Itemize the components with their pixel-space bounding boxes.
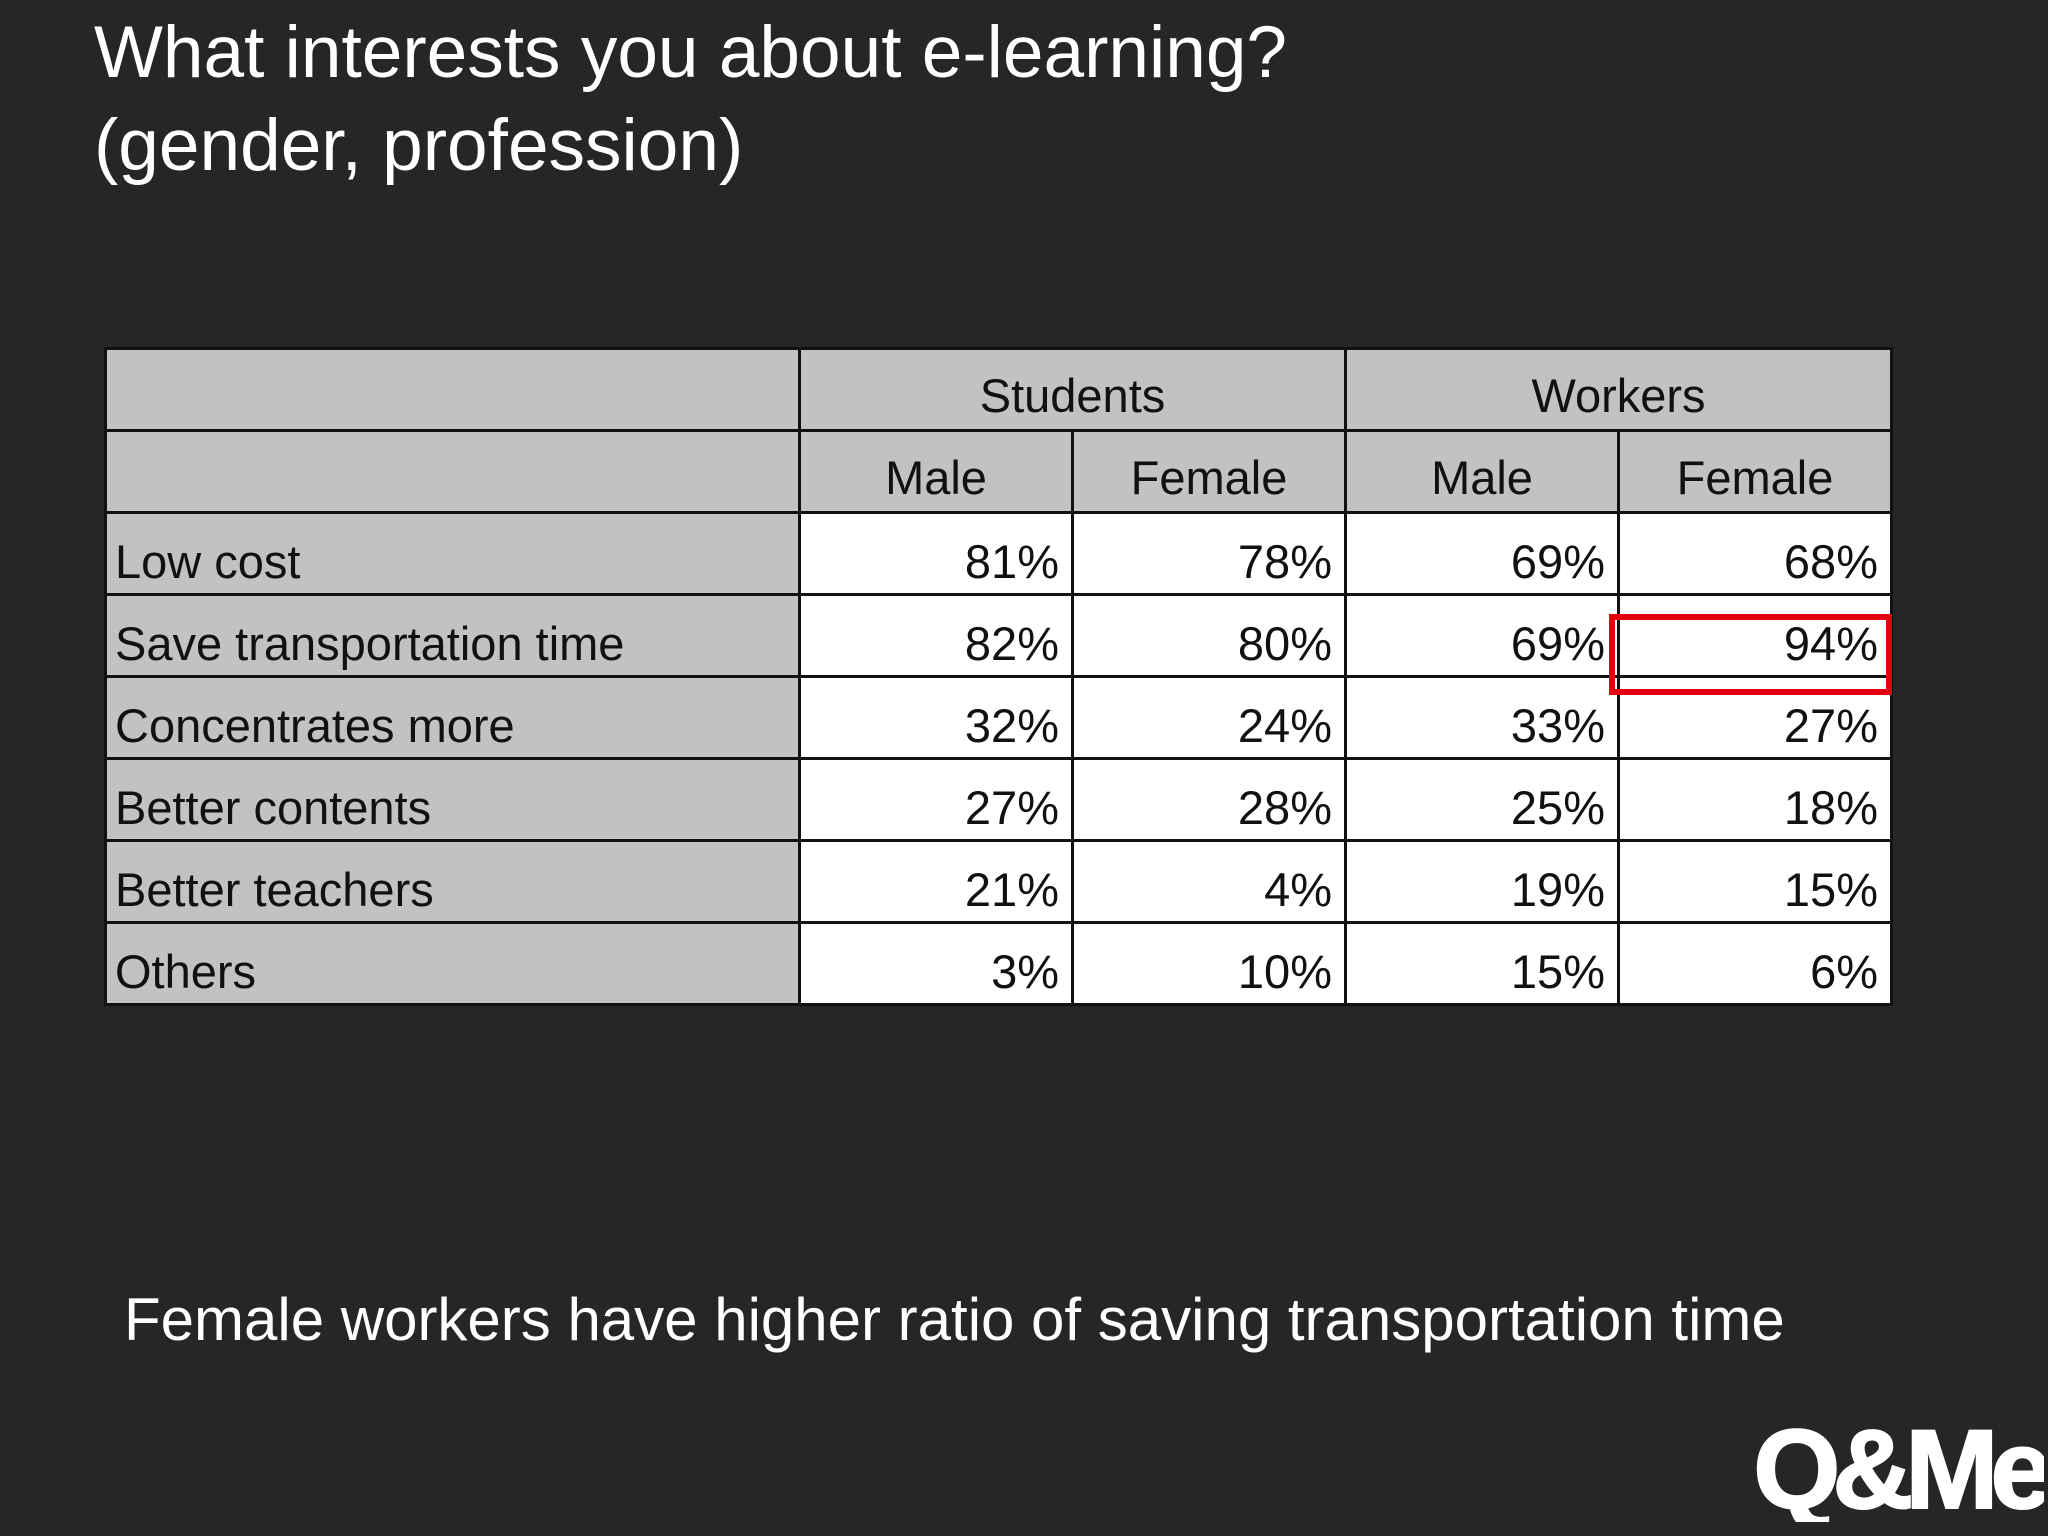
table-row: Save transportation time 82% 80% 69% 94% <box>104 593 1893 678</box>
table-corner-cell <box>104 347 801 432</box>
row-label: Low cost <box>104 511 801 596</box>
table-row: Better contents 27% 28% 25% 18% <box>104 757 1893 842</box>
value-cell: 3% <box>798 921 1074 1006</box>
value-cell: 18% <box>1617 757 1893 842</box>
subheader-workers-female: Female <box>1617 429 1893 514</box>
subheader-students-male: Male <box>798 429 1074 514</box>
caption: Female workers have higher ratio of savi… <box>124 1286 1785 1353</box>
value-cell: 69% <box>1344 593 1620 678</box>
value-cell: 6% <box>1617 921 1893 1006</box>
q-and-me-logo: Q&Me <box>1754 1412 2044 1522</box>
value-cell: 24% <box>1071 675 1347 760</box>
value-cell: 33% <box>1344 675 1620 760</box>
row-label: Better teachers <box>104 839 801 924</box>
value-cell: 78% <box>1071 511 1347 596</box>
table-group-header-row: Students Workers <box>104 347 1893 432</box>
value-cell: 10% <box>1071 921 1347 1006</box>
row-label: Save transportation time <box>104 593 801 678</box>
logo-text: Q&Me <box>1754 1412 2044 1522</box>
value-cell: 81% <box>798 511 1074 596</box>
title-line-1: What interests you about e-learning? <box>94 12 1288 93</box>
value-cell: 19% <box>1344 839 1620 924</box>
value-cell: 94% <box>1617 593 1893 678</box>
row-label: Better contents <box>104 757 801 842</box>
value-cell: 15% <box>1617 839 1893 924</box>
value-cell: 4% <box>1071 839 1347 924</box>
value-cell: 15% <box>1344 921 1620 1006</box>
value-cell: 21% <box>798 839 1074 924</box>
title-line-2: (gender, profession) <box>94 105 744 186</box>
table-row: Better teachers 21% 4% 19% 15% <box>104 839 1893 924</box>
value-cell: 27% <box>798 757 1074 842</box>
table-subheader-row: Male Female Male Female <box>104 429 1893 514</box>
value-cell: 82% <box>798 593 1074 678</box>
row-label: Others <box>104 921 801 1006</box>
table-row: Low cost 81% 78% 69% 68% <box>104 511 1893 596</box>
value-cell: 25% <box>1344 757 1620 842</box>
table-corner-cell <box>104 429 801 514</box>
value-cell: 32% <box>798 675 1074 760</box>
group-header-workers: Workers <box>1344 347 1893 432</box>
row-label: Concentrates more <box>104 675 801 760</box>
table-body: Low cost 81% 78% 69% 68% Save transportation … <box>104 511 1893 1006</box>
value-cell: 28% <box>1071 757 1347 842</box>
value-cell: 69% <box>1344 511 1620 596</box>
data-table: Students Workers Male Female Male Female… <box>104 347 1893 1006</box>
table-row: Concentrates more 32% 24% 33% 27% <box>104 675 1893 760</box>
subheader-students-female: Female <box>1071 429 1347 514</box>
group-header-students: Students <box>798 347 1347 432</box>
subheader-workers-male: Male <box>1344 429 1620 514</box>
value-cell: 27% <box>1617 675 1893 760</box>
table-row: Others 3% 10% 15% 6% <box>104 921 1893 1006</box>
page-title: What interests you about e-learning? (ge… <box>94 6 1287 192</box>
value-cell: 68% <box>1617 511 1893 596</box>
value-cell: 80% <box>1071 593 1347 678</box>
